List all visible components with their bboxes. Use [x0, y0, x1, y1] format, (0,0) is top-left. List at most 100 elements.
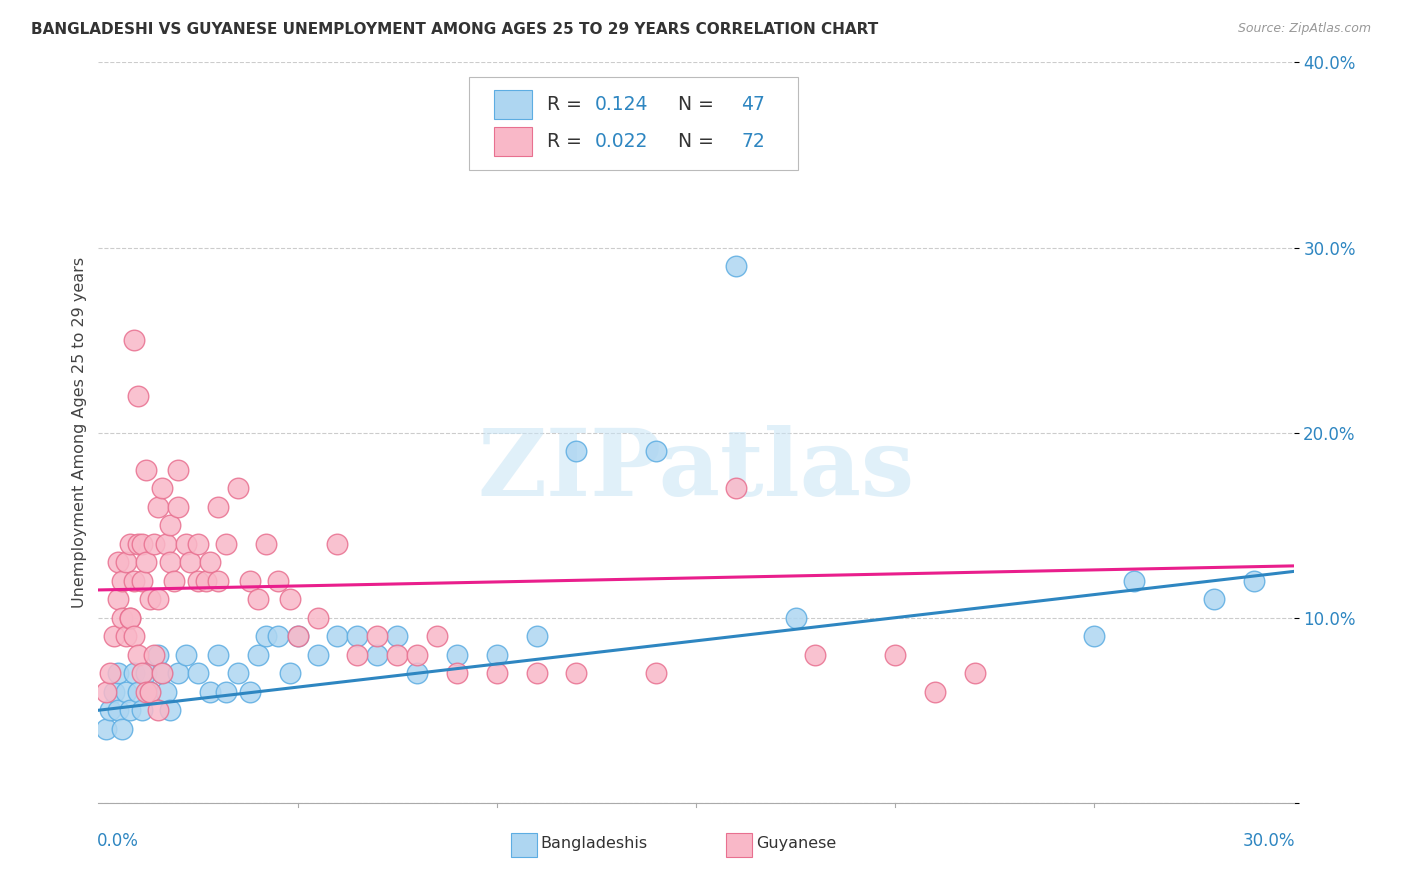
Point [163, 574, 186, 588]
Point [107, 555, 129, 569]
Point [446, 648, 468, 662]
Text: 30.0%: 30.0% [1243, 832, 1295, 850]
Point [785, 610, 807, 624]
Point [155, 536, 177, 550]
Point [239, 685, 262, 699]
Text: Source: ZipAtlas.com: Source: ZipAtlas.com [1237, 22, 1371, 36]
Point [278, 592, 301, 607]
Point [326, 629, 349, 643]
Point [135, 685, 157, 699]
Text: N =: N = [666, 132, 720, 151]
Point [187, 536, 209, 550]
Point [924, 685, 946, 699]
Point [187, 666, 209, 681]
Point [198, 685, 221, 699]
Text: R =: R = [547, 132, 588, 151]
Point [385, 629, 409, 643]
Point [724, 481, 747, 495]
Point [135, 666, 157, 681]
Point [287, 629, 309, 643]
Point [159, 703, 181, 717]
Point [963, 666, 986, 681]
Text: Guyanese: Guyanese [756, 836, 837, 851]
Point [207, 648, 229, 662]
Point [111, 722, 134, 736]
Point [565, 444, 588, 458]
Point [139, 592, 162, 607]
Point [107, 666, 129, 681]
Point [111, 574, 134, 588]
Point [645, 444, 668, 458]
Point [103, 629, 125, 643]
Point [254, 536, 277, 550]
Point [1083, 629, 1105, 643]
Point [526, 666, 548, 681]
Point [246, 592, 269, 607]
Point [565, 666, 588, 681]
Text: ZIPatlas: ZIPatlas [478, 425, 914, 515]
Point [148, 648, 170, 662]
Point [1123, 574, 1146, 588]
Point [215, 536, 238, 550]
Point [174, 536, 197, 550]
Point [267, 574, 290, 588]
Point [150, 666, 173, 681]
Point [179, 555, 201, 569]
Point [307, 648, 329, 662]
Point [127, 388, 149, 402]
Point [127, 648, 149, 662]
Point [150, 481, 173, 495]
Text: 0.0%: 0.0% [97, 832, 139, 850]
Point [198, 555, 221, 569]
Point [115, 685, 138, 699]
Point [131, 703, 153, 717]
Point [115, 555, 138, 569]
Point [485, 666, 508, 681]
Point [406, 666, 429, 681]
Point [167, 500, 190, 514]
Text: Bangladeshis: Bangladeshis [541, 836, 648, 851]
FancyBboxPatch shape [494, 127, 533, 156]
Point [346, 629, 368, 643]
Point [124, 629, 146, 643]
Point [150, 666, 173, 681]
Point [159, 518, 181, 533]
Point [148, 703, 170, 717]
Point [226, 481, 249, 495]
Y-axis label: Unemployment Among Ages 25 to 29 years: Unemployment Among Ages 25 to 29 years [72, 257, 87, 608]
Point [526, 629, 548, 643]
Point [120, 703, 142, 717]
Point [103, 685, 125, 699]
Point [127, 536, 149, 550]
Text: N =: N = [666, 95, 720, 114]
Text: 0.022: 0.022 [595, 132, 648, 151]
Point [143, 536, 166, 550]
Point [107, 703, 129, 717]
Point [174, 648, 197, 662]
Text: 72: 72 [741, 132, 765, 151]
Point [804, 648, 827, 662]
Point [1202, 592, 1225, 607]
Point [96, 722, 118, 736]
Text: R =: R = [547, 95, 588, 114]
Point [131, 574, 153, 588]
Point [246, 648, 269, 662]
Point [215, 685, 238, 699]
Point [278, 666, 301, 681]
Text: 47: 47 [741, 95, 765, 114]
Point [139, 685, 162, 699]
Point [98, 703, 122, 717]
Text: 0.124: 0.124 [595, 95, 648, 114]
Point [239, 574, 262, 588]
Point [195, 574, 218, 588]
Point [366, 648, 388, 662]
Point [346, 648, 368, 662]
Point [148, 592, 170, 607]
Point [167, 666, 190, 681]
FancyBboxPatch shape [470, 78, 797, 169]
Point [226, 666, 249, 681]
FancyBboxPatch shape [510, 833, 537, 857]
Point [139, 685, 162, 699]
Point [131, 666, 153, 681]
Point [446, 666, 468, 681]
